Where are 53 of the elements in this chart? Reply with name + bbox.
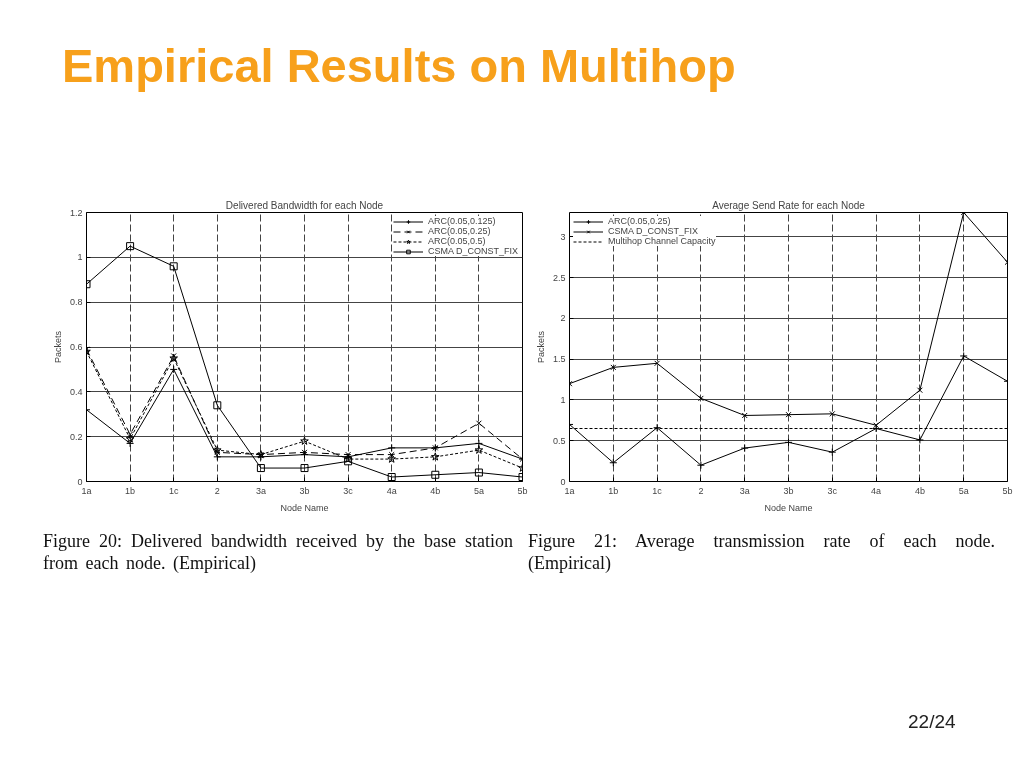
x-tick-label: 5a: [473, 485, 484, 496]
y-tick-label: 1: [560, 394, 566, 405]
x-tick-label: 1b: [608, 485, 619, 496]
x-tick-label: 3a: [739, 485, 750, 496]
legend-label: Multihop Channel Capacity: [608, 236, 716, 246]
x-tick-label: 1a: [564, 485, 575, 496]
x-tick-label: 4a: [386, 485, 397, 496]
x-tick-label: 4b: [914, 485, 925, 496]
y-tick-label: 0.2: [69, 431, 83, 442]
x-tick-label: 5b: [1002, 485, 1013, 496]
x-tick-label: 3c: [343, 485, 354, 496]
y-axis-title: Packets: [535, 330, 546, 364]
x-tick-label: 3c: [827, 485, 838, 496]
x-tick-label: 2: [214, 485, 220, 496]
x-axis-title: Node Name: [764, 502, 813, 513]
legend-label: ARC(0.05,0.5): [427, 236, 486, 246]
legend-label: ARC(0.05,0.25): [427, 226, 491, 236]
y-tick-label: 2: [560, 313, 566, 324]
x-tick-label: 3b: [783, 485, 794, 496]
y-tick-label: 0.8: [69, 297, 83, 308]
x-axis-title: Node Name: [280, 502, 329, 513]
y-tick-label: 1.5: [552, 354, 566, 365]
x-tick-label: 1c: [652, 485, 663, 496]
text: 22/24: [908, 710, 956, 734]
y-tick-label: 0.6: [69, 342, 83, 352]
y-tick-label: 0.4: [69, 386, 83, 397]
y-axis-title: Packets: [52, 330, 63, 364]
x-tick-label: 1b: [125, 485, 136, 496]
legend-label: ARC(0.05,0.25): [608, 216, 671, 226]
y-tick-label: 3: [560, 231, 566, 242]
x-tick-label: 3b: [299, 485, 310, 496]
chart-title: Delivered Bandwidth for each Node: [225, 199, 384, 211]
caption: Figure 21: Average transmission rate of each node. (Empirical): [528, 530, 995, 574]
legend-label: ARC(0.05,0.125): [427, 216, 496, 226]
x-tick-label: 1c: [168, 485, 179, 496]
x-tick-label: 3a: [255, 485, 266, 496]
x-tick-label: 4b: [430, 485, 441, 496]
caption: Figure 20: Delivered bandwidth received by the base station from each node. (Empirical): [43, 530, 513, 574]
legend-label: CSMA D_CONST_FIX: [427, 246, 518, 256]
x-tick-label: 2: [698, 485, 704, 496]
text: Empirical Results on Multihop: [62, 38, 736, 94]
y-tick-label: 0.5: [552, 435, 566, 446]
y-tick-label: 1: [77, 252, 83, 263]
y-tick-label: 0: [77, 476, 83, 487]
x-tick-label: 5b: [517, 485, 528, 496]
x-tick-label: 5a: [958, 485, 969, 496]
y-tick-label: 1.2: [69, 207, 83, 218]
y-tick-label: 2.5: [552, 272, 566, 283]
chart-title: Average Send Rate for each Node: [712, 199, 866, 211]
y-tick-label: 0: [560, 476, 566, 487]
legend-label: CSMA D_CONST_FIX: [608, 226, 699, 236]
x-tick-label: 4a: [871, 485, 882, 496]
x-tick-label: 1a: [81, 485, 92, 496]
